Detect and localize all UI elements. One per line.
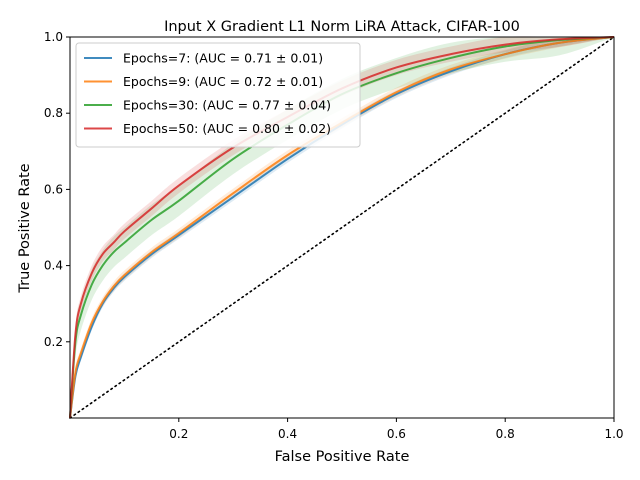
- x-axis-ticks: 0.2 0.4 0.6 0.8 1.0: [169, 418, 624, 441]
- roc-curves: [69, 36, 615, 419]
- x-tick-label: 0.4: [278, 427, 297, 441]
- y-tick-label: 0.4: [44, 259, 63, 273]
- legend-label-3: Epochs=30: (AUC = 0.77 ± 0.04): [123, 98, 331, 113]
- chart-title: Input X Gradient L1 Norm LiRA Attack, CI…: [164, 19, 520, 35]
- y-axis-label: True Positive Rate: [17, 163, 33, 293]
- y-axis-ticks: 0.2 0.4 0.6 0.8 1.0: [44, 30, 70, 349]
- plot-frame: [69, 36, 615, 419]
- chance-diagonal: [69, 36, 615, 419]
- roc-curve-2: [69, 36, 615, 419]
- legend-label-4: Epochs=50: (AUC = 0.80 ± 0.02): [123, 121, 331, 136]
- y-tick-label: 0.8: [44, 106, 63, 120]
- roc-curve-4: [69, 36, 615, 419]
- legend: Epochs=7: (AUC = 0.71 ± 0.01) Epochs=9: (…: [75, 42, 361, 148]
- x-tick-label: 0.2: [169, 427, 188, 441]
- x-tick-label: 0.6: [387, 427, 406, 441]
- y-tick-label: 0.2: [44, 335, 63, 349]
- x-axis-label: False Positive Rate: [275, 449, 410, 465]
- roc-curve-1: [69, 36, 615, 419]
- legend-label-1: Epochs=7: (AUC = 0.71 ± 0.01): [123, 51, 323, 66]
- roc-curve-3: [69, 36, 615, 419]
- x-tick-label: 1.0: [604, 427, 623, 441]
- legend-label-2: Epochs=9: (AUC = 0.72 ± 0.01): [123, 74, 323, 89]
- y-tick-label: 0.6: [44, 182, 63, 196]
- legend-box: [75, 42, 361, 148]
- y-tick-label: 1.0: [44, 30, 63, 44]
- x-tick-label: 0.8: [496, 427, 515, 441]
